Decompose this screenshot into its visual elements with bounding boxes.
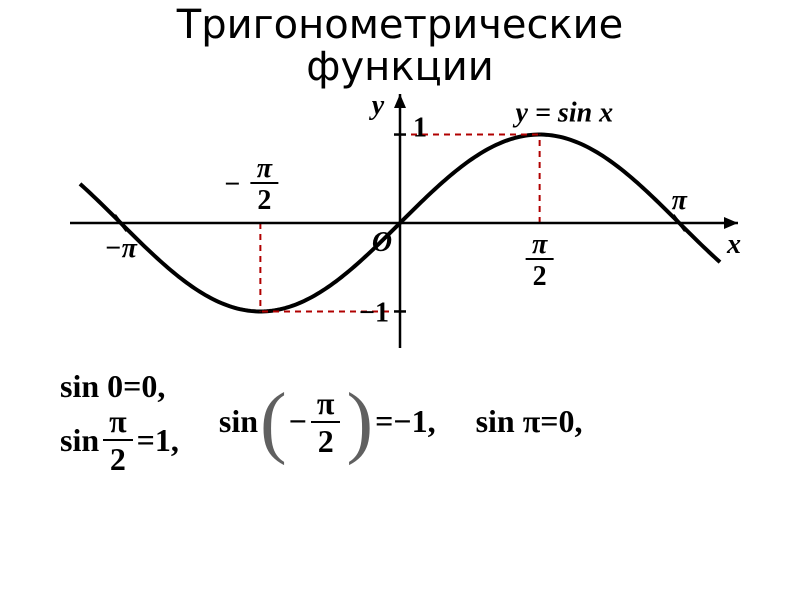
x-tick-frac-label: π2 — [526, 229, 554, 292]
svg-text:2: 2 — [257, 185, 271, 216]
page-title: Тригонометрические функции — [0, 0, 800, 88]
y-axis-arrow — [394, 94, 406, 108]
formulas-block: sin 0 = 0 , sin π 2 = 1 , sin ( − π 2 ) … — [0, 368, 800, 475]
svg-text:π: π — [532, 229, 548, 260]
chart-container: yxO1−1−π−π2π2πy = sin x — [0, 88, 800, 368]
y-tick-label: −1 — [359, 297, 389, 328]
y-tick-label: 1 — [413, 113, 427, 144]
formula-sin-0: sin 0 = 0 , — [60, 368, 165, 405]
left-paren: ( — [258, 390, 289, 454]
title-line-1: Тригонометрические — [177, 2, 623, 48]
svg-text:−: − — [224, 169, 240, 200]
title-line-2: функции — [306, 44, 493, 90]
origin-label: O — [372, 227, 392, 258]
x-tick-frac-label: −π2 — [224, 153, 278, 216]
x-axis-arrow — [724, 217, 738, 229]
fraction-pi-over-2: π 2 — [103, 405, 133, 475]
svg-text:π: π — [257, 153, 273, 184]
x-tick-label: π — [672, 185, 688, 216]
function-label: y = sin x — [513, 97, 614, 128]
formula-column-left: sin 0 = 0 , sin π 2 = 1 , — [60, 368, 179, 475]
y-axis-label: y — [369, 90, 385, 121]
formula-sin-neg-pi-over-2: sin ( − π 2 ) = −1 , — [219, 387, 436, 457]
sine-chart: yxO1−1−π−π2π2πy = sin x — [40, 88, 760, 368]
x-tick-label: −π — [105, 233, 138, 264]
formula-sin-pi-over-2: sin π 2 = 1 , — [60, 405, 179, 475]
right-paren: ) — [344, 390, 375, 454]
fraction-neg-pi-over-2: π 2 — [311, 387, 341, 457]
formula-sin-pi: sin π = 0 , — [476, 403, 583, 440]
x-axis-label: x — [726, 229, 741, 260]
svg-text:2: 2 — [533, 261, 547, 292]
